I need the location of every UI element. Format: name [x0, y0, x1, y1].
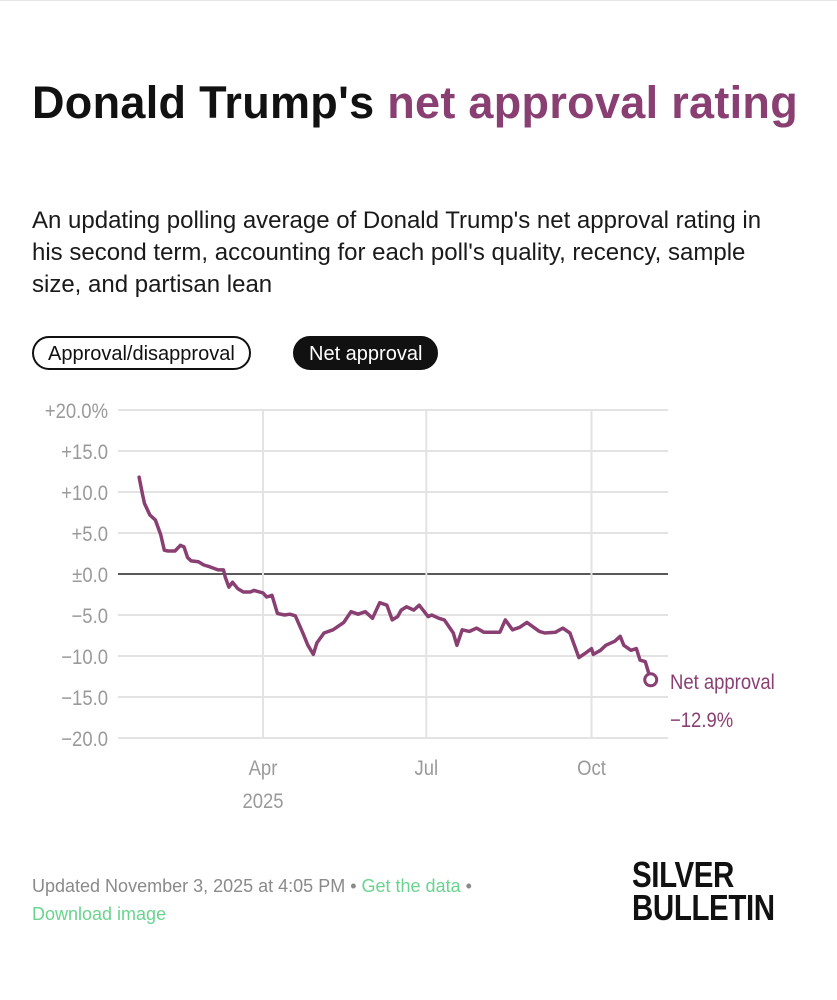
- x-tick-label: Jul: [415, 757, 439, 780]
- y-tick-label: +10.0: [61, 482, 108, 505]
- endpoint-marker: [643, 672, 659, 688]
- title-accent: net approval rating: [387, 77, 799, 128]
- x-tick-label: Oct: [577, 757, 606, 780]
- net-approval-chart: +20.0% +15.0 +10.0 +5.0 ±0.0 −5.0 −10.0 −15.0 −2…: [45, 400, 775, 813]
- y-tick-label: −15.0: [61, 687, 108, 710]
- top-divider: [0, 0, 837, 1]
- x-tick-label: Apr: [249, 757, 278, 780]
- updated-timestamp: Updated November 3, 2025 at 4:05 PM: [32, 876, 346, 896]
- net-approval-line: [137, 475, 653, 682]
- separator: •: [460, 876, 472, 896]
- y-tick-label: +5.0: [72, 523, 108, 546]
- x-tick-year-label: 2025: [242, 790, 283, 813]
- logo-line1: SILVER: [632, 854, 734, 895]
- logo-line2: BULLETIN: [632, 887, 775, 928]
- download-image-link[interactable]: Download image: [32, 904, 167, 924]
- series-end-value: −12.9%: [670, 709, 733, 732]
- toggle-approval-disapproval[interactable]: Approval/disapproval: [32, 336, 251, 370]
- y-tick-label: −10.0: [61, 646, 108, 669]
- title-prefix: Donald Trump's: [32, 77, 388, 128]
- silver-bulletin-logo: SILVER BULLETIN: [632, 854, 775, 928]
- subtitle: An updating polling average of Donald Tr…: [32, 207, 762, 298]
- get-data-link[interactable]: Get the data: [361, 876, 461, 896]
- y-tick-label: −20.0: [61, 728, 108, 751]
- toggle-net-approval[interactable]: Net approval: [293, 336, 439, 370]
- page-title: Donald Trump's net approval rating: [32, 76, 812, 130]
- y-tick-label: +20.0%: [45, 400, 108, 423]
- separator: •: [345, 876, 362, 896]
- y-tick-label: +15.0: [61, 441, 108, 464]
- footer: Updated November 3, 2025 at 4:05 PM • Ge…: [32, 872, 552, 928]
- y-tick-label: ±0.0: [72, 564, 108, 587]
- series-name-label: Net approval: [670, 671, 775, 694]
- y-tick-label: −5.0: [72, 605, 108, 628]
